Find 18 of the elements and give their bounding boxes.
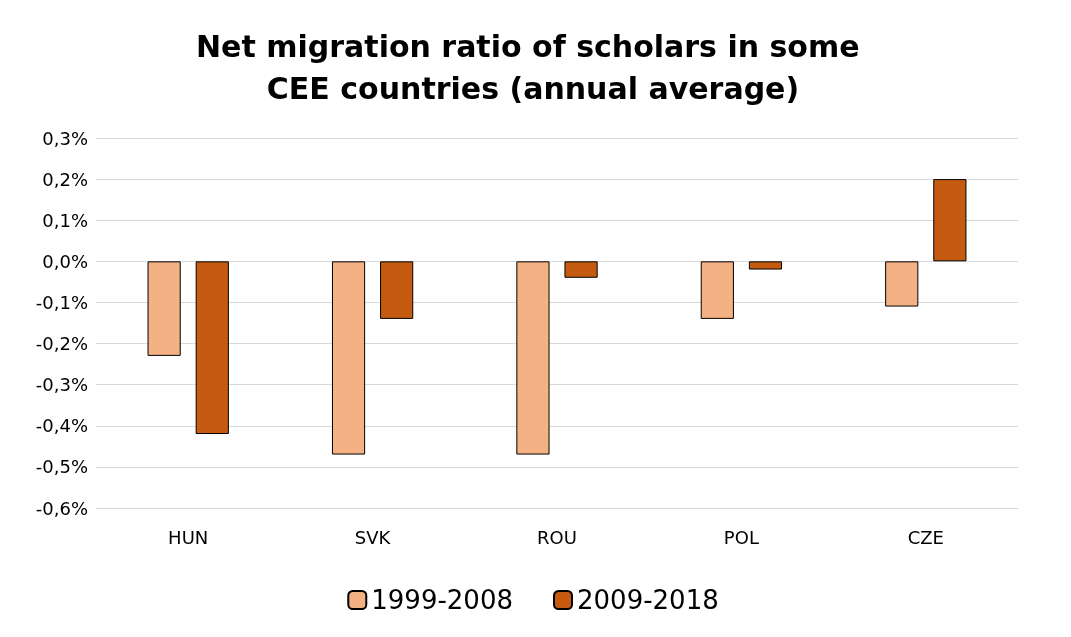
y-tick-label: 0,3% — [42, 127, 88, 149]
legend-label: 2009-2018 — [577, 585, 719, 615]
y-tick-label: -0,5% — [35, 456, 88, 478]
legend-label: 1999-2008 — [371, 585, 513, 615]
x-tick-label: CZE — [907, 526, 944, 548]
y-tick-label: -0,6% — [35, 497, 88, 519]
x-tick-label: ROU — [537, 526, 577, 548]
x-tick-label: SVK — [354, 526, 392, 548]
y-tick-label: -0,2% — [35, 333, 88, 355]
y-tick-label: -0,1% — [35, 291, 88, 313]
x-tick-label: POL — [723, 526, 759, 548]
y-tick-label: 0,1% — [42, 209, 88, 231]
y-tick-label: 0,2% — [42, 168, 88, 190]
chart-title: Net migration ratio of scholars in some CEE countries (annual average) — [196, 28, 870, 106]
y-tick-label: -0,4% — [35, 415, 88, 437]
y-tick-label: -0,3% — [35, 374, 88, 396]
x-tick-label: HUN — [168, 526, 209, 548]
y-tick-label: 0,0% — [42, 250, 88, 272]
